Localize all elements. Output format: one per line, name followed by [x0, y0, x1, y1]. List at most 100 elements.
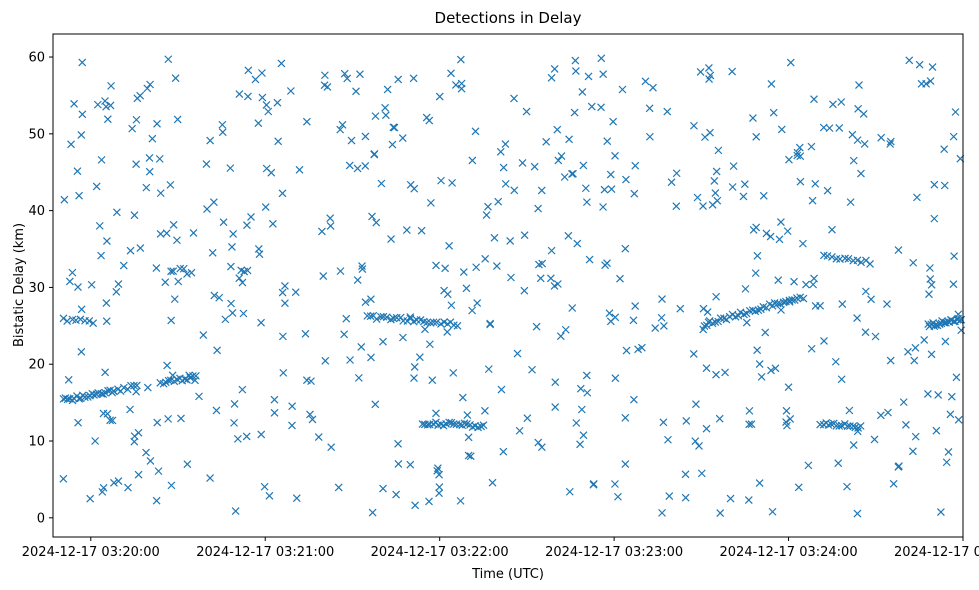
data-point-marker — [621, 244, 630, 253]
data-point-marker — [501, 140, 510, 149]
data-point-marker — [389, 123, 398, 132]
data-point-marker — [828, 225, 836, 234]
data-points — [59, 54, 966, 518]
data-point-marker — [676, 304, 685, 313]
data-point-marker — [281, 299, 289, 308]
data-point-marker — [65, 277, 74, 286]
data-point-marker — [911, 343, 920, 352]
data-point-marker — [320, 71, 329, 80]
data-point-marker — [342, 314, 351, 323]
data-point-marker — [481, 406, 489, 415]
data-point-marker — [119, 383, 128, 392]
data-point-marker — [288, 421, 296, 430]
data-point-marker — [637, 343, 646, 352]
data-point-marker — [112, 287, 121, 296]
x-tick-label: 2024-12-17 03:24:00 — [720, 545, 858, 560]
data-point-marker — [415, 353, 424, 362]
data-point-marker — [103, 409, 112, 418]
data-point-marker — [238, 278, 247, 287]
data-point-marker — [587, 102, 596, 111]
data-point-marker — [361, 162, 370, 170]
data-point-marker — [835, 421, 844, 430]
data-point-marker — [944, 447, 953, 456]
data-point-marker — [940, 145, 949, 154]
data-point-marker — [270, 408, 279, 417]
data-point-marker — [447, 69, 455, 78]
data-point-marker — [713, 196, 722, 205]
data-point-marker — [130, 437, 139, 446]
y-tick-label: 20 — [28, 358, 45, 373]
data-point-marker — [768, 507, 777, 516]
y-axis: 0 10 20 30 40 50 60 — [28, 51, 53, 526]
data-point-marker — [753, 251, 762, 260]
data-point-marker — [579, 161, 588, 170]
data-point-marker — [782, 418, 790, 426]
data-point-marker — [807, 344, 816, 353]
data-point-marker — [496, 147, 505, 156]
data-point-marker — [372, 315, 381, 324]
data-point-marker — [532, 322, 541, 331]
data-point-marker — [462, 284, 471, 293]
data-point-marker — [554, 156, 563, 165]
data-point-marker — [534, 204, 543, 213]
data-point-marker — [270, 395, 279, 404]
data-point-marker — [443, 328, 452, 336]
data-point-marker — [109, 386, 118, 395]
data-point-marker — [901, 420, 910, 429]
data-point-marker — [74, 283, 82, 291]
data-point-marker — [775, 235, 784, 244]
data-point-marker — [146, 457, 155, 465]
data-point-marker — [262, 100, 271, 109]
data-point-marker — [243, 221, 251, 230]
data-point-marker — [614, 492, 622, 501]
data-point-marker — [464, 451, 473, 460]
data-point-marker — [550, 65, 559, 73]
data-point-marker — [301, 329, 310, 338]
data-point-marker — [185, 371, 194, 380]
data-point-marker — [169, 220, 178, 229]
data-point-marker — [251, 75, 260, 84]
data-point-marker — [582, 371, 591, 380]
data-point-marker — [523, 414, 532, 423]
data-point-marker — [468, 156, 477, 165]
y-tick-label: 0 — [37, 511, 45, 526]
data-point-marker — [621, 460, 630, 469]
data-point-marker — [98, 487, 107, 496]
data-point-marker — [753, 346, 762, 355]
data-point-marker — [235, 90, 244, 99]
data-point-marker — [67, 140, 75, 149]
x-axis-label: Time (UTC) — [471, 567, 544, 582]
data-point-marker — [607, 185, 616, 193]
data-point-marker — [579, 431, 588, 440]
data-point-marker — [432, 261, 440, 270]
data-point-marker — [183, 269, 191, 278]
data-point-marker — [582, 198, 591, 207]
data-point-marker — [711, 318, 720, 327]
data-point-marker — [437, 176, 445, 185]
data-point-marker — [169, 267, 178, 276]
data-point-marker — [447, 301, 456, 310]
y-tick-label: 50 — [28, 127, 45, 142]
data-point-marker — [425, 340, 434, 349]
data-point-marker — [576, 440, 584, 449]
data-point-marker — [740, 310, 748, 319]
data-point-marker — [161, 278, 170, 287]
data-point-marker — [721, 368, 729, 377]
data-point-marker — [136, 91, 145, 100]
data-point-marker — [786, 58, 795, 67]
data-point-marker — [267, 168, 276, 177]
data-point-marker — [665, 492, 674, 501]
data-point-marker — [77, 305, 86, 314]
data-point-marker — [712, 292, 721, 301]
data-point-marker — [166, 180, 175, 189]
data-point-marker — [761, 328, 770, 337]
data-point-marker — [473, 299, 482, 307]
data-point-marker — [383, 85, 392, 94]
data-point-marker — [561, 325, 570, 334]
data-point-marker — [564, 231, 573, 240]
data-point-marker — [689, 121, 698, 130]
data-point-marker — [599, 70, 608, 79]
data-point-marker — [379, 337, 387, 346]
data-point-marker — [681, 470, 690, 479]
data-point-marker — [274, 137, 283, 146]
